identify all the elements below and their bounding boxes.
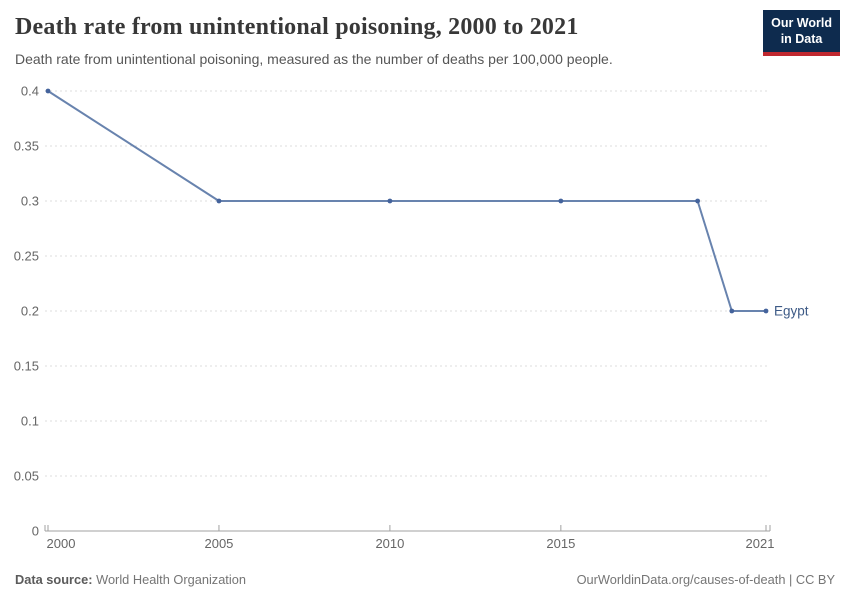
data-source-value: World Health Organization [96, 572, 246, 587]
y-tick-label: 0.15 [14, 359, 39, 374]
data-point-marker[interactable] [729, 308, 735, 314]
series-end-label[interactable]: Egypt [774, 304, 809, 319]
owid-logo[interactable]: Our World in Data [763, 10, 840, 56]
x-tick-label: 2021 [746, 536, 775, 551]
y-tick-label: 0.3 [21, 194, 39, 209]
y-tick-label: 0.35 [14, 139, 39, 154]
owid-logo-line2: in Data [780, 32, 823, 47]
data-point-marker[interactable] [216, 198, 222, 204]
page-subtitle: Death rate from unintentional poisoning,… [15, 51, 613, 67]
x-tick-label: 2000 [47, 536, 76, 551]
page-title: Death rate from unintentional poisoning,… [15, 14, 579, 40]
data-point-marker[interactable] [558, 198, 564, 204]
y-tick-label: 0.2 [21, 304, 39, 319]
data-point-marker[interactable] [45, 88, 51, 94]
y-tick-label: 0.4 [21, 84, 39, 99]
data-source-label: Data source: [15, 572, 93, 587]
x-tick-label: 2010 [375, 536, 404, 551]
y-tick-label: 0.25 [14, 249, 39, 264]
owid-logo-line1: Our World [771, 16, 832, 30]
x-tick-label: 2015 [546, 536, 575, 551]
credit-note[interactable]: OurWorldinData.org/causes-of-death | CC … [576, 572, 835, 587]
y-tick-label: 0.1 [21, 414, 39, 429]
y-tick-label: 0.05 [14, 469, 39, 484]
data-source-note: Data source: World Health Organization [15, 572, 246, 587]
x-tick-label: 2005 [204, 536, 233, 551]
y-tick-label: 0 [32, 524, 39, 539]
data-point-marker[interactable] [695, 198, 701, 204]
data-point-marker[interactable] [763, 308, 769, 314]
data-point-marker[interactable] [387, 198, 393, 204]
